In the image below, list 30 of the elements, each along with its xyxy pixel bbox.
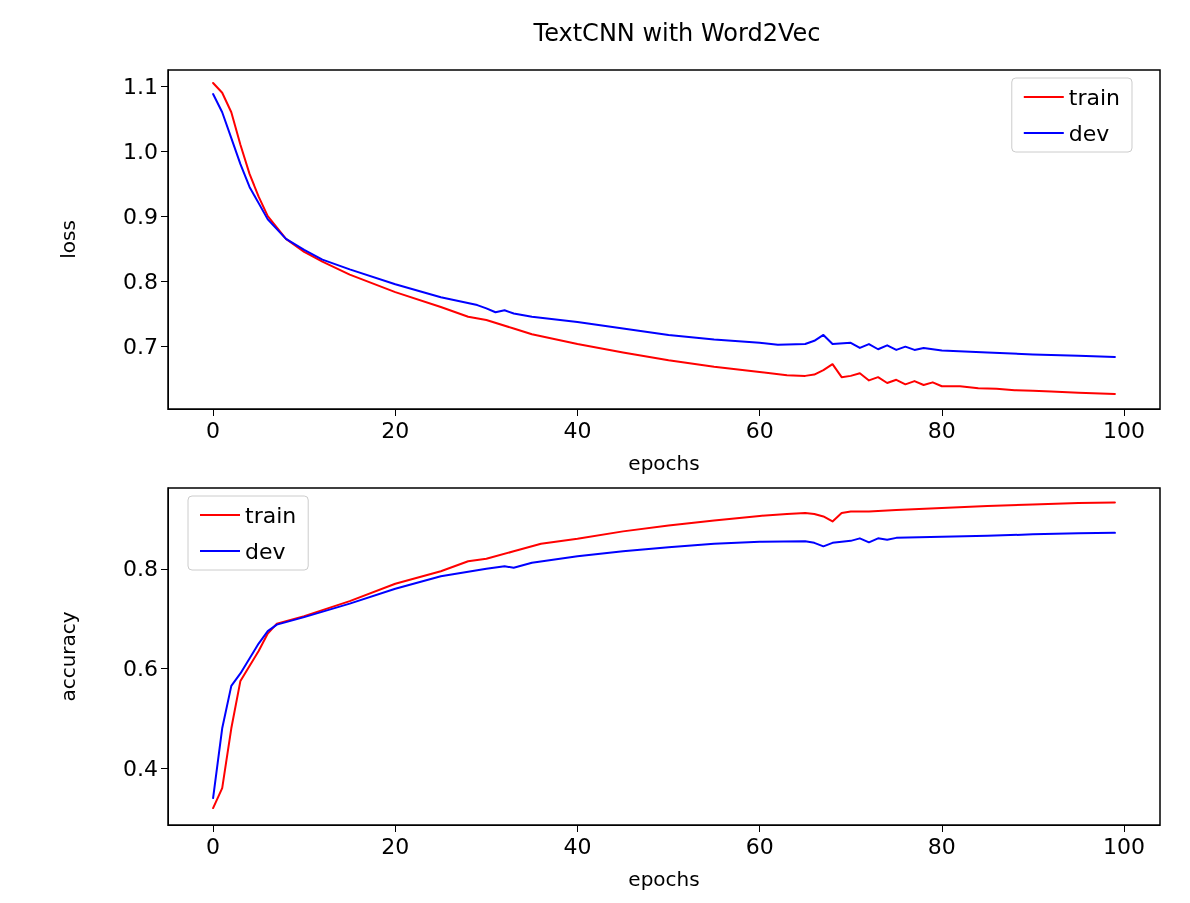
y-tick-label: 0.7 xyxy=(123,333,158,359)
x-tick-label: 40 xyxy=(563,417,592,443)
y-tick-label: 0.4 xyxy=(123,755,158,781)
legend-label: train xyxy=(1068,84,1121,110)
chart-title: TextCNN with Word2Vec xyxy=(532,19,821,47)
y-tick-label: 1.1 xyxy=(123,73,158,99)
x-tick-label: 20 xyxy=(381,417,410,443)
x-tick-label: 0 xyxy=(206,417,221,443)
x-tick-label: 100 xyxy=(1103,417,1146,443)
x-tick-label: 100 xyxy=(1103,833,1146,859)
y-tick-label: 0.9 xyxy=(123,203,158,229)
x-axis-title: epochs xyxy=(628,451,700,475)
y-axis-title: loss xyxy=(56,220,80,259)
x-tick-label: 60 xyxy=(745,833,774,859)
x-tick-label: 80 xyxy=(927,417,956,443)
legend-label: dev xyxy=(245,538,286,564)
y-axis-title: accuracy xyxy=(56,611,80,702)
y-tick-label: 0.8 xyxy=(123,556,158,582)
legend-label: dev xyxy=(1068,120,1110,146)
y-tick-label: 0.8 xyxy=(123,268,158,294)
x-tick-label: 60 xyxy=(745,417,774,443)
x-tick-label: 40 xyxy=(563,833,592,859)
x-tick-label: 20 xyxy=(381,833,410,859)
legend-label: train xyxy=(245,502,297,528)
x-tick-label: 80 xyxy=(927,833,956,859)
y-tick-label: 0.6 xyxy=(123,655,158,681)
x-axis-title: epochs xyxy=(628,867,700,891)
line-series xyxy=(212,81,1116,396)
y-tick-label: 1.0 xyxy=(123,138,158,164)
x-tick-label: 0 xyxy=(206,833,221,859)
